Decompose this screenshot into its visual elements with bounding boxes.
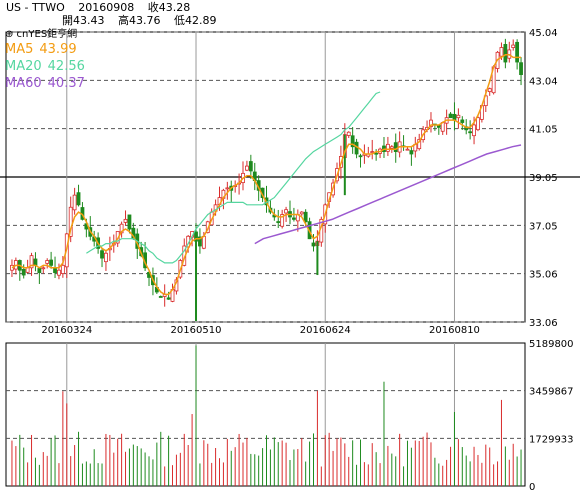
symbol-label: US - TTWO [6,1,65,14]
candle-body [503,44,508,63]
candle-body [409,150,414,155]
candle-body [37,268,42,274]
candle-body [374,152,379,155]
candle-body [60,264,65,274]
candle-body [248,161,253,172]
candle-body [284,209,288,214]
candle-body [299,211,304,215]
ma5-legend: MA5 43.99 [5,41,91,58]
price-tick-label: 39.05 [529,173,558,184]
date-tick-label: 20160324 [41,325,92,336]
date-tick-label: 20160624 [300,325,351,336]
candle-body [33,258,38,266]
low-label: 低42.89 [174,14,217,27]
candle-body [472,124,476,137]
candle-body [460,119,465,123]
candle-body [53,268,57,274]
candle-body [303,211,308,223]
candle-body [280,214,285,227]
close-label: 收43.28 [147,1,191,14]
candle-body [393,142,398,152]
ma60-line [254,144,522,245]
ma60-legend: MA60 40.37 [5,75,91,92]
open-label: 開43.43 [62,14,105,27]
chart-header: US - TTWO 20160908 收43.28 開43.43 高43.76 … [6,1,326,31]
volume-tick-label: 5189800 [529,339,574,350]
candle-body [358,155,363,158]
candle-body [519,62,523,76]
ma20-value: 42.56 [47,59,85,74]
axis-labels: 45.04 43.04 41.05 39.05 37.05 35.06 33.06 20160… [41,28,573,493]
price-tick-label: 35.06 [529,270,558,281]
candle-body [29,255,34,269]
candle-body [41,267,46,270]
candle-body [225,187,230,190]
candle-body [104,252,108,263]
candle-body [245,165,249,171]
volume-panel [5,342,526,487]
date-label: 20160908 [78,1,135,14]
volume-tick-label: 0 [529,482,535,493]
candle-body [487,88,492,93]
candle-body [201,235,206,249]
date-tick-label: 20160810 [429,325,480,336]
candle-body [198,236,202,247]
price-tick-label: 43.04 [529,76,558,87]
candle-body [57,269,61,276]
brand-watermark: ⊕ cnYES鉅亨網 [5,29,78,40]
ma5-value: 43.99 [39,42,77,57]
ma60-label: MA60 [5,76,42,91]
volume-bars [11,345,522,486]
price-tick-label: 33.06 [529,318,558,329]
date-tick-label: 20160510 [171,325,222,336]
candle-body [158,296,163,298]
ma5-label: MA5 [5,42,34,57]
candle-body [21,268,26,276]
candle-body [346,131,351,136]
volume-grid [6,390,525,439]
volume-tick-label: 1729933 [529,434,574,445]
candle-body [499,47,504,57]
price-tick-label: 45.04 [529,28,558,39]
moving-average-lines [11,54,522,296]
candle-body [429,119,433,127]
candle-body [72,194,77,211]
candle-body [350,135,355,148]
candle-body [389,146,394,149]
candle-body [68,206,73,237]
candle-body [166,297,171,300]
candle-body [76,192,81,206]
candle-body [515,41,520,63]
candle-body [468,131,473,134]
ma20-label: MA20 [5,59,42,74]
candle-body [100,250,104,259]
candle-body [49,259,54,266]
candle-body [123,218,128,223]
candle-body [405,148,410,151]
candle-body [292,217,296,220]
ma20-legend: MA20 42.56 [5,58,91,75]
candle-body [385,143,390,152]
candle-body [276,221,281,223]
candle-body [476,117,480,131]
price-tick-label: 37.05 [529,221,558,232]
price-tick-label: 41.05 [529,125,558,136]
candle-body [452,113,457,121]
candle-body [448,113,453,119]
volume-tick-label: 3459867 [529,387,574,398]
high-label: 高43.76 [118,14,161,27]
candle-body [127,214,132,230]
candle-body [456,114,461,119]
ma60-value: 40.37 [47,76,85,91]
ma20-line [86,91,381,264]
candle-body [417,139,422,150]
candle-body [45,260,50,264]
candle-body [511,44,516,48]
legend: ⊕ cnYES鉅亨網 MA5 43.99 MA20 42.56 MA60 40.37 [5,29,91,92]
candle-body [311,242,316,247]
candle-body [370,151,375,153]
